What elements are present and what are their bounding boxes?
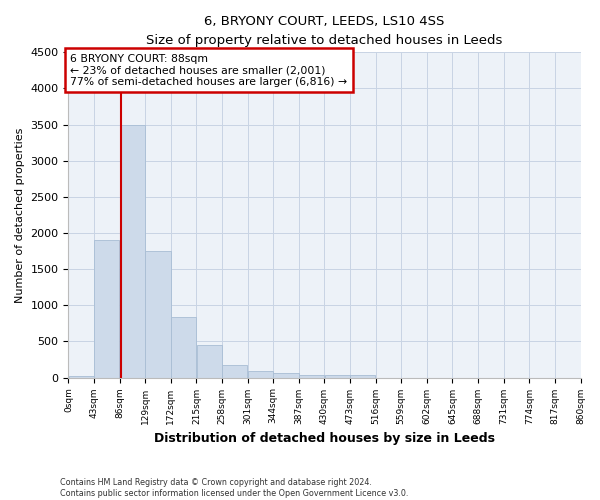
Bar xyxy=(248,371,273,378)
Title: 6, BRYONY COURT, LEEDS, LS10 4SS
Size of property relative to detached houses in: 6, BRYONY COURT, LEEDS, LS10 4SS Size of… xyxy=(146,15,503,47)
Bar xyxy=(68,376,94,378)
Y-axis label: Number of detached properties: Number of detached properties xyxy=(15,128,25,302)
Bar xyxy=(325,375,350,378)
X-axis label: Distribution of detached houses by size in Leeds: Distribution of detached houses by size … xyxy=(154,432,495,445)
Bar xyxy=(145,251,170,378)
Bar xyxy=(94,240,119,378)
Bar xyxy=(222,365,247,378)
Bar xyxy=(350,375,376,378)
Bar xyxy=(120,124,145,378)
Bar xyxy=(171,317,196,378)
Bar xyxy=(274,373,299,378)
Bar xyxy=(299,374,324,378)
Text: 6 BRYONY COURT: 88sqm
← 23% of detached houses are smaller (2,001)
77% of semi-d: 6 BRYONY COURT: 88sqm ← 23% of detached … xyxy=(70,54,347,87)
Bar xyxy=(197,345,222,378)
Text: Contains HM Land Registry data © Crown copyright and database right 2024.
Contai: Contains HM Land Registry data © Crown c… xyxy=(60,478,409,498)
